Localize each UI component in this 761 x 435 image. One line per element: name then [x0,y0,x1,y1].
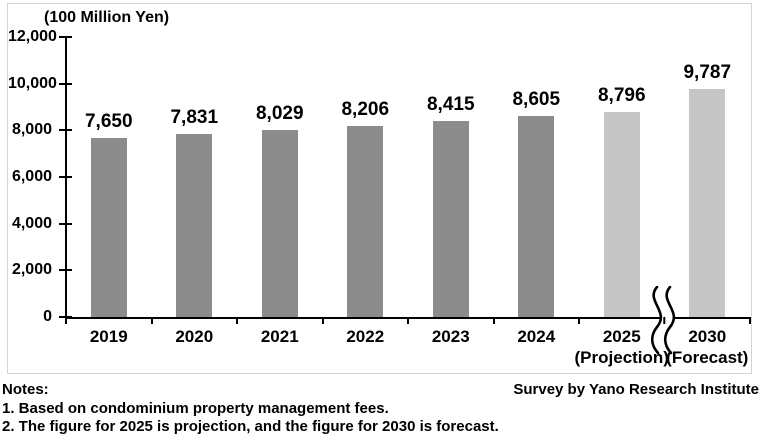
x-category-label: 2023 [431,327,470,346]
y-tick-label: 2,000 [11,261,52,279]
x-tick-mark [150,317,153,324]
bar-value-label: 8,415 [426,94,475,115]
y-tick-label: 10,000 [8,74,57,92]
y-axis-unit-label: (100 Million Yen) [44,9,170,26]
y-tick-label: 6,000 [11,168,52,185]
y-tick-label: 4,000 [11,214,52,232]
x-tick-mark [578,317,580,324]
x-tick-mark [663,317,666,324]
x-category-label: 2022 [346,327,385,346]
x-tick-mark [749,317,751,324]
bar-value-label: 9,787 [683,62,732,83]
bar-value-label: 8,605 [512,89,561,110]
bar [90,138,127,317]
bar [689,89,726,317]
x-category-sublabel: (Forecast) [666,348,749,367]
x-category-sublabel: (Projection) [574,348,669,367]
y-tick-label: 12,000 [8,28,57,45]
bar-value-label: 8,206 [341,99,390,120]
bar-value-label: 8,029 [255,103,304,124]
x-category-label: 2019 [89,327,128,346]
notes-heading: Notes: [2,381,49,398]
x-category-label: 2024 [517,327,556,346]
bar-value-label: 8,796 [597,85,646,106]
x-category-label: 2030 [688,327,727,346]
y-axis-line [65,37,67,317]
note-line-1: 1. Based on condominium property managem… [2,400,389,417]
x-tick-mark [407,317,409,324]
y-tick-label: 8,000 [11,121,52,139]
notes-header-row: Notes: Survey by Yano Research Institute [2,381,759,398]
x-category-label: 2025 [602,327,641,346]
x-tick-mark [321,317,324,324]
x-category-label: 2021 [260,327,299,346]
x-tick-mark [492,317,495,324]
bar [347,126,384,317]
x-tick-mark [65,317,67,324]
bar [261,130,298,317]
bar [603,112,640,317]
survey-credit: Survey by Yano Research Institute [513,381,759,398]
x-category-label: 2020 [175,327,214,346]
bar [518,116,555,317]
bar [176,134,213,317]
bar-value-label: 7,650 [84,111,133,132]
chart-area: (100 Million Yen) 0 2,000 4,000 6,000 8,000 1… [7,3,752,374]
bar [432,121,469,317]
note-line-2: 2. The figure for 2025 is projection, an… [2,418,499,435]
bar-value-label: 7,831 [170,107,219,128]
y-tick-label: 0 [43,308,52,325]
x-tick-mark [236,317,238,324]
plot-area: 0 2,000 4,000 6,000 8,000 10,000 12,000 7,650 20… [8,4,751,373]
